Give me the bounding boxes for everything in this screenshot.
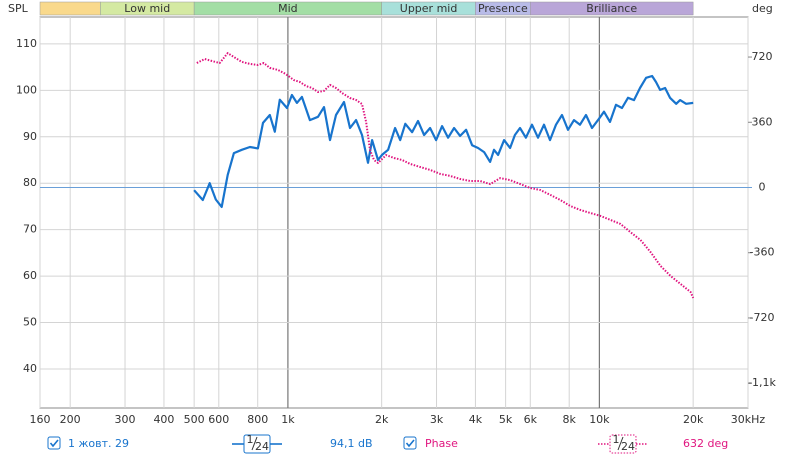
smoothing-box — [243, 434, 271, 454]
series-line — [193, 74, 694, 208]
x-tick-label: 500 — [184, 413, 205, 426]
checkbox[interactable] — [47, 436, 61, 450]
x-tick-label: 200 — [60, 413, 81, 426]
x-tick-label: 10k — [589, 413, 610, 426]
legend-icons — [47, 436, 417, 450]
x-tick-label: 400 — [153, 413, 174, 426]
x-tick-label: 1k — [281, 413, 295, 426]
smoothing-box — [609, 434, 637, 454]
band — [530, 1, 694, 16]
legend-label: 1 жовт. 29 — [68, 437, 129, 450]
x-tick-label: 5k — [499, 413, 513, 426]
check — [405, 439, 415, 448]
y-tick-label: 90 — [23, 130, 37, 143]
y2-tick-label: -1,1k — [748, 376, 776, 389]
y-tick-label: 80 — [23, 176, 37, 189]
x-tick-label: 800 — [247, 413, 268, 426]
y2-tick-label: 0 — [759, 180, 766, 193]
grid — [39, 17, 752, 408]
x-tick-label: 8k — [563, 413, 577, 426]
series-line — [196, 52, 695, 299]
y-tick-label: 100 — [16, 83, 37, 96]
y-axis-label: SPL — [8, 2, 29, 15]
band-label: Brilliance — [586, 2, 637, 15]
smoothing-den: 24 — [621, 440, 635, 453]
x-tick-label: 300 — [115, 413, 136, 426]
x-tick-label: 30kHz — [731, 413, 766, 426]
smoothing-num: 1 — [247, 433, 254, 446]
check — [49, 439, 59, 448]
smoothing-den: 24 — [255, 440, 269, 453]
legend-readout: 94,1 dB — [330, 437, 373, 450]
x-tick-label: 4k — [469, 413, 483, 426]
y2-tick-label: -720 — [750, 311, 775, 324]
y-tick-label: 50 — [23, 316, 37, 329]
plot-area — [39, 16, 749, 409]
legend-readout: 632 deg — [683, 437, 728, 450]
y2-tick-label: 360 — [752, 115, 773, 128]
y2-tick-label: 720 — [752, 50, 773, 63]
y-tick-label: 60 — [23, 269, 37, 282]
x-tick-label: 20k — [683, 413, 704, 426]
x-tick-label: 6k — [524, 413, 538, 426]
x-tick-label: 2k — [375, 413, 389, 426]
smoothing-slash — [617, 436, 624, 451]
checkbox[interactable] — [403, 436, 417, 450]
y-tick-label: 110 — [16, 37, 37, 50]
x-tick-label: 160 — [30, 413, 51, 426]
y-tick-label: 40 — [23, 362, 37, 375]
band-label: Low mid — [124, 2, 170, 15]
band-label: Presence — [478, 2, 528, 15]
smoothing-num: 1 — [613, 433, 620, 446]
band-label: Upper mid — [400, 2, 458, 15]
y2-axis-label: deg — [752, 2, 773, 15]
band — [39, 1, 101, 16]
legend-label: Phase — [425, 437, 458, 450]
y-tick-label: 70 — [23, 223, 37, 236]
band-label: Mid — [278, 2, 298, 15]
y2-tick-label: -360 — [750, 246, 775, 259]
x-tick-label: 600 — [208, 413, 229, 426]
smoothing-slash — [251, 436, 258, 451]
x-tick-label: 3k — [430, 413, 444, 426]
